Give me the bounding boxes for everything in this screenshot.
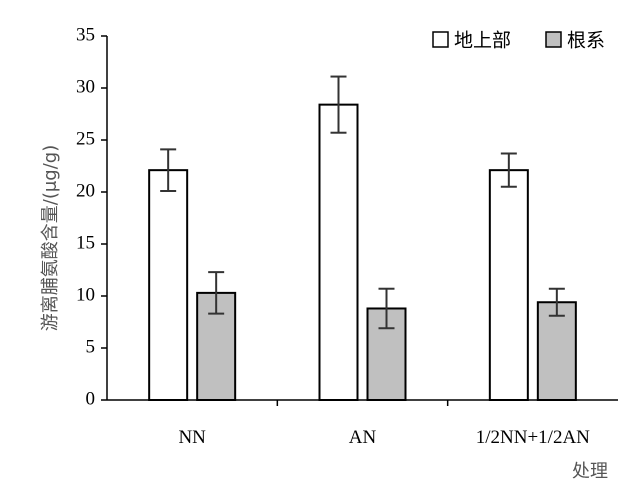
bar-shoot <box>318 103 359 401</box>
category-labels: NN AN 1/2NN+1/2AN <box>178 427 590 448</box>
legend-swatch <box>432 31 449 48</box>
bar-root <box>536 301 577 401</box>
y-tick-label: 20 <box>76 180 95 201</box>
legend-label: 地上部 <box>454 30 511 52</box>
y-tick-label: 30 <box>76 76 95 97</box>
legend-label: 根系 <box>567 30 605 52</box>
legend-swatch <box>545 31 562 48</box>
y-tick-label: 15 <box>76 232 95 253</box>
x-category-label: 1/2NN+1/2AN <box>476 427 590 448</box>
x-category-label: AN <box>349 427 377 448</box>
bars <box>148 103 577 402</box>
x-axis-label: 处理 <box>572 461 608 482</box>
y-axis-label: 游离脯氨酸含量/(μg/g) <box>40 145 61 331</box>
x-category-label: NN <box>178 427 206 448</box>
y-tick-label: 5 <box>86 336 96 357</box>
y-tick-label: 0 <box>86 388 96 409</box>
axes <box>106 36 618 406</box>
error-bars <box>160 75 565 330</box>
y-axis-ticks: 0 5 10 15 20 25 30 35 <box>76 24 107 409</box>
bar-shoot <box>488 169 529 401</box>
y-tick-label: 10 <box>76 284 95 305</box>
y-tick-label: 25 <box>76 128 95 149</box>
legend: 地上部 根系 <box>432 30 605 52</box>
y-tick-label: 35 <box>76 24 95 45</box>
bar-shoot <box>148 169 189 401</box>
